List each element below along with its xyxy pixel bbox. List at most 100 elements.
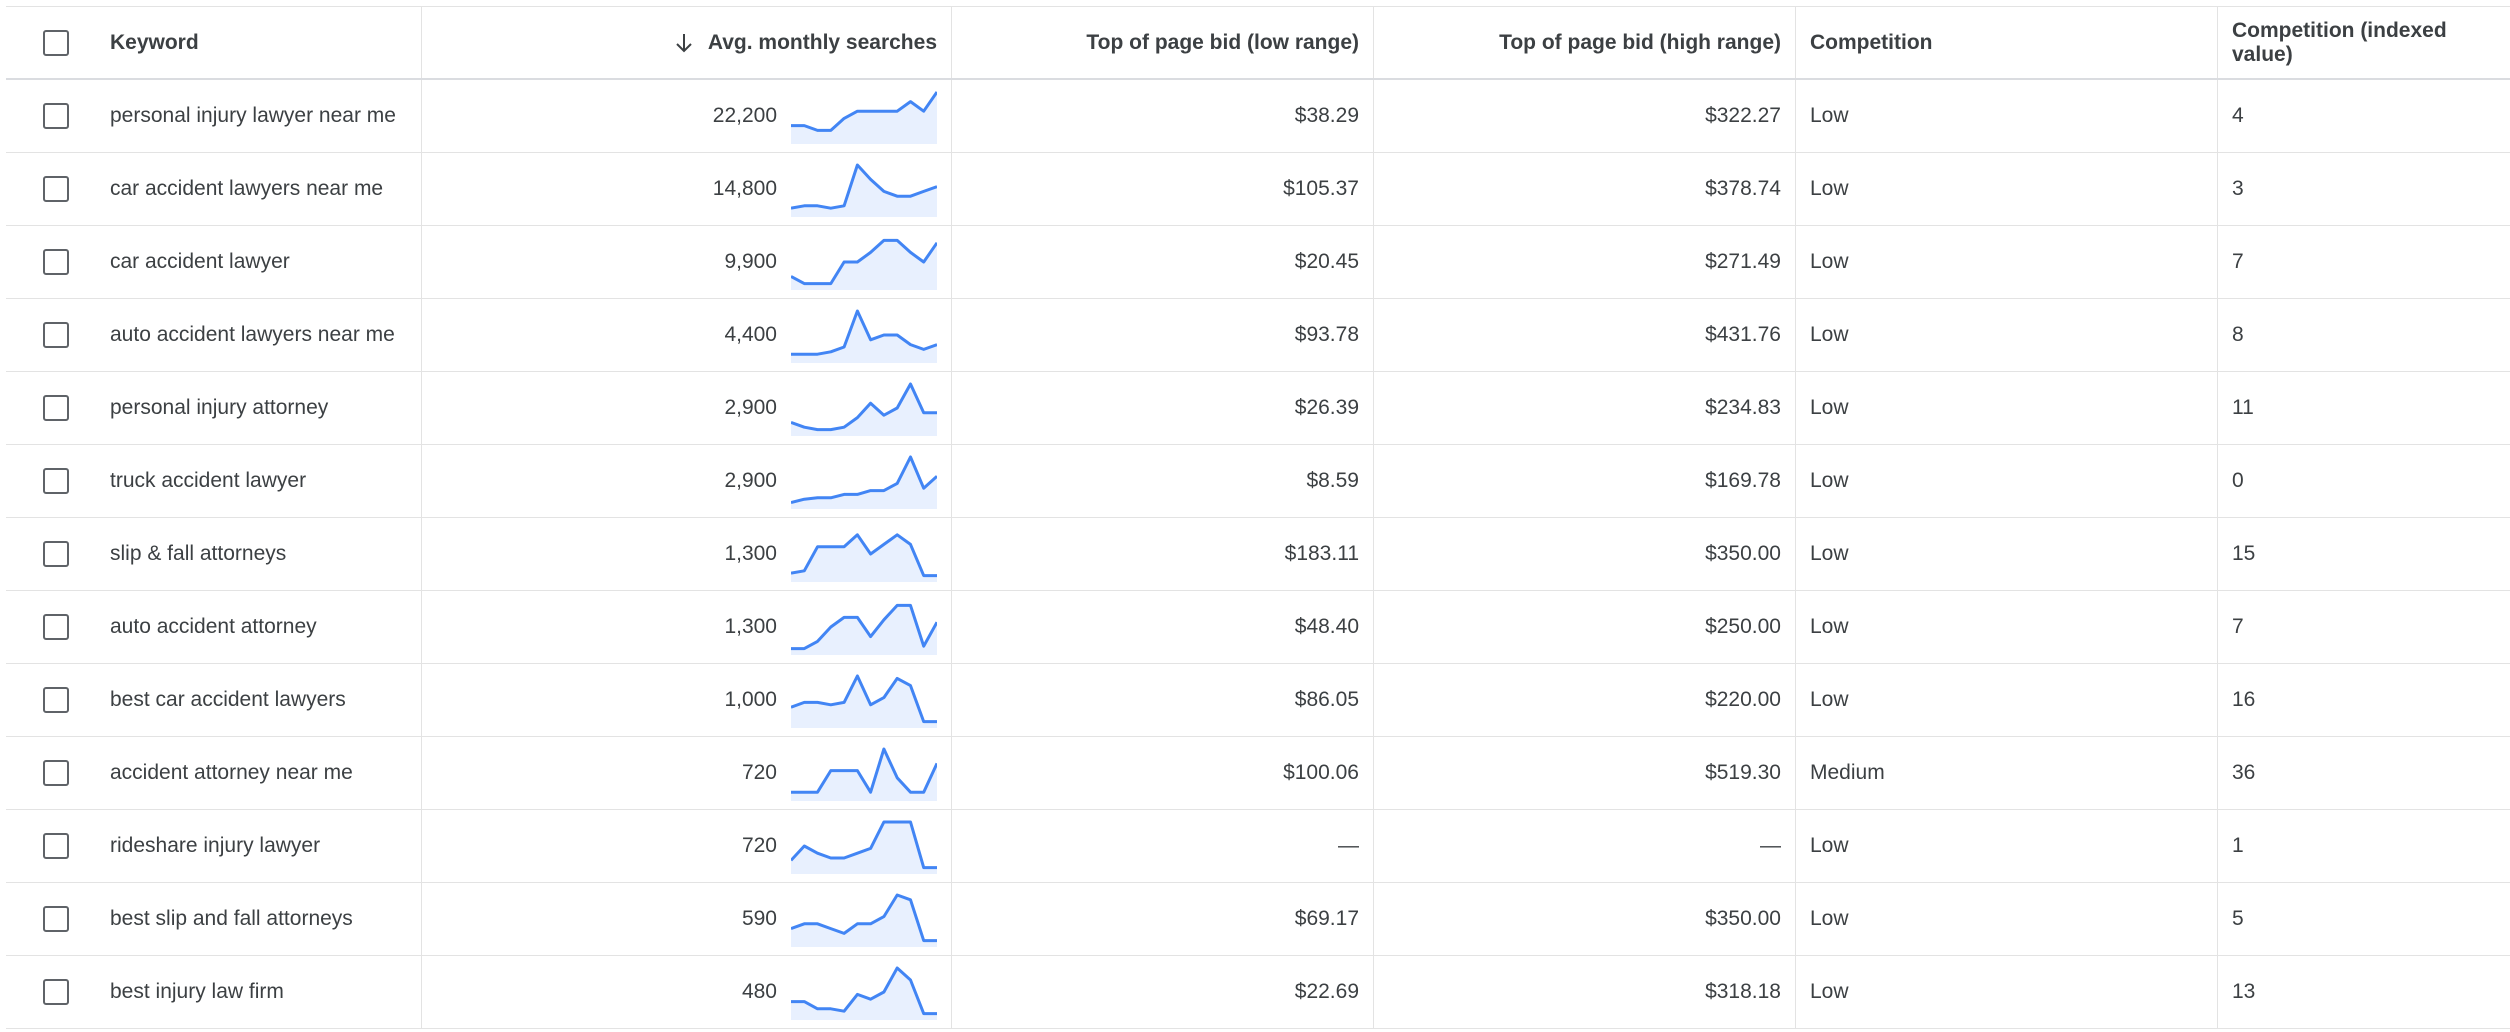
sparkline-area bbox=[791, 165, 937, 217]
select-all-checkbox[interactable] bbox=[43, 29, 69, 56]
competition-cell: Low bbox=[1796, 810, 2218, 882]
trend-sparkline[interactable] bbox=[791, 86, 937, 146]
table-row: car accident lawyers near me 14,800 $105… bbox=[6, 153, 2510, 226]
header-keyword[interactable]: Keyword bbox=[106, 7, 422, 78]
header-high-bid[interactable]: Top of page bid (high range) bbox=[1374, 7, 1796, 78]
trend-sparkline[interactable] bbox=[791, 962, 937, 1022]
high-bid-cell: $322.27 bbox=[1374, 80, 1796, 152]
table-row: auto accident lawyers near me 4,400 $93.… bbox=[6, 299, 2510, 372]
keyword-cell: truck accident lawyer bbox=[106, 445, 422, 517]
sparkline-line bbox=[791, 533, 937, 578]
trend-sparkline[interactable] bbox=[791, 743, 937, 803]
row-checkbox-cell bbox=[6, 737, 106, 809]
row-checkbox[interactable] bbox=[43, 906, 69, 932]
trend-sparkline[interactable] bbox=[791, 670, 937, 730]
sparkline-area bbox=[791, 384, 937, 436]
high-bid-cell: $378.74 bbox=[1374, 153, 1796, 225]
low-bid-cell: $69.17 bbox=[952, 883, 1374, 955]
low-bid-cell: $93.78 bbox=[952, 299, 1374, 371]
keyword-cell: auto accident lawyers near me bbox=[106, 299, 422, 371]
row-checkbox[interactable] bbox=[43, 395, 69, 421]
keyword-cell: car accident lawyer bbox=[106, 226, 422, 298]
trend-sparkline[interactable] bbox=[791, 378, 937, 438]
row-checkbox[interactable] bbox=[43, 249, 69, 275]
competition-index-cell: 15 bbox=[2232, 542, 2256, 565]
low-bid-cell: $38.29 bbox=[952, 80, 1374, 152]
row-checkbox[interactable] bbox=[43, 322, 69, 348]
avg-searches-value: 1,000 bbox=[724, 688, 777, 711]
keyword-cell: accident attorney near me bbox=[106, 737, 422, 809]
row-checkbox[interactable] bbox=[43, 614, 69, 640]
avg-searches-cell: 720 bbox=[422, 810, 952, 882]
high-bid-cell: $234.83 bbox=[1374, 372, 1796, 444]
sparkline-area bbox=[791, 968, 937, 1020]
trend-sparkline[interactable] bbox=[791, 232, 937, 292]
table-row: personal injury lawyer near me 22,200 $3… bbox=[6, 80, 2510, 153]
row-checkbox-cell bbox=[6, 518, 106, 590]
competition-cell: Low bbox=[1796, 226, 2218, 298]
trend-sparkline[interactable] bbox=[791, 524, 937, 584]
avg-searches-value: 14,800 bbox=[712, 177, 777, 200]
header-avg-label: Avg. monthly searches bbox=[707, 30, 937, 54]
sparkline-line bbox=[791, 820, 937, 870]
header-competition-index[interactable]: Competition (indexed value) bbox=[2232, 18, 2447, 66]
sparkline-line bbox=[791, 309, 937, 356]
row-checkbox[interactable] bbox=[43, 103, 69, 129]
high-bid-cell: $350.00 bbox=[1374, 883, 1796, 955]
sparkline-area bbox=[791, 895, 937, 947]
row-checkbox[interactable] bbox=[43, 979, 69, 1005]
trend-sparkline[interactable] bbox=[791, 816, 937, 876]
low-bid-cell: $105.37 bbox=[952, 153, 1374, 225]
sparkline-line bbox=[791, 674, 937, 724]
competition-index-cell: 5 bbox=[2232, 907, 2244, 930]
row-checkbox[interactable] bbox=[43, 833, 69, 859]
row-checkbox[interactable] bbox=[43, 687, 69, 713]
sparkline-line bbox=[791, 603, 937, 651]
sparkline-line bbox=[791, 382, 937, 432]
sparkline-area bbox=[791, 534, 937, 582]
avg-searches-cell: 2,900 bbox=[422, 372, 952, 444]
header-low-bid[interactable]: Top of page bid (low range) bbox=[952, 7, 1374, 78]
avg-searches-cell: 4,400 bbox=[422, 299, 952, 371]
low-bid-cell: $8.59 bbox=[952, 445, 1374, 517]
keyword-cell: personal injury lawyer near me bbox=[106, 80, 422, 152]
arrow-down-icon bbox=[676, 33, 692, 52]
avg-searches-cell: 9,900 bbox=[422, 226, 952, 298]
high-bid-cell: $431.76 bbox=[1374, 299, 1796, 371]
low-bid-cell: $22.69 bbox=[952, 956, 1374, 1028]
high-bid-cell: — bbox=[1374, 810, 1796, 882]
trend-sparkline[interactable] bbox=[791, 451, 937, 511]
trend-sparkline[interactable] bbox=[791, 305, 937, 365]
sparkline-area bbox=[791, 240, 937, 290]
header-avg-monthly-searches[interactable]: Avg. monthly searches bbox=[422, 7, 952, 78]
row-checkbox[interactable] bbox=[43, 176, 69, 202]
competition-cell: Low bbox=[1796, 153, 2218, 225]
low-bid-cell: $48.40 bbox=[952, 591, 1374, 663]
competition-index-cell: 8 bbox=[2232, 323, 2244, 346]
row-checkbox-cell bbox=[6, 153, 106, 225]
avg-searches-cell: 590 bbox=[422, 883, 952, 955]
row-checkbox-cell bbox=[6, 591, 106, 663]
trend-sparkline[interactable] bbox=[791, 597, 937, 657]
avg-searches-value: 9,900 bbox=[724, 250, 777, 273]
trend-sparkline[interactable] bbox=[791, 159, 937, 219]
table-row: accident attorney near me 720 $100.06 $5… bbox=[6, 737, 2510, 810]
sparkline-line bbox=[791, 238, 937, 286]
table-row: best injury law firm 480 $22.69 $318.18 … bbox=[6, 956, 2510, 1029]
keyword-cell: personal injury attorney bbox=[106, 372, 422, 444]
competition-cell: Low bbox=[1796, 445, 2218, 517]
high-bid-cell: $350.00 bbox=[1374, 518, 1796, 590]
header-competition[interactable]: Competition bbox=[1796, 7, 2218, 78]
row-checkbox[interactable] bbox=[43, 760, 69, 786]
row-checkbox-cell bbox=[6, 883, 106, 955]
keyword-cell: car accident lawyers near me bbox=[106, 153, 422, 225]
competition-cell: Medium bbox=[1796, 737, 2218, 809]
row-checkbox[interactable] bbox=[43, 468, 69, 494]
row-checkbox[interactable] bbox=[43, 541, 69, 567]
competition-index-cell: 36 bbox=[2232, 761, 2256, 784]
trend-sparkline[interactable] bbox=[791, 889, 937, 949]
table-row: slip & fall attorneys 1,300 $183.11 $350… bbox=[6, 518, 2510, 591]
high-bid-cell: $519.30 bbox=[1374, 737, 1796, 809]
sparkline-line bbox=[791, 747, 937, 794]
row-checkbox-cell bbox=[6, 956, 106, 1028]
